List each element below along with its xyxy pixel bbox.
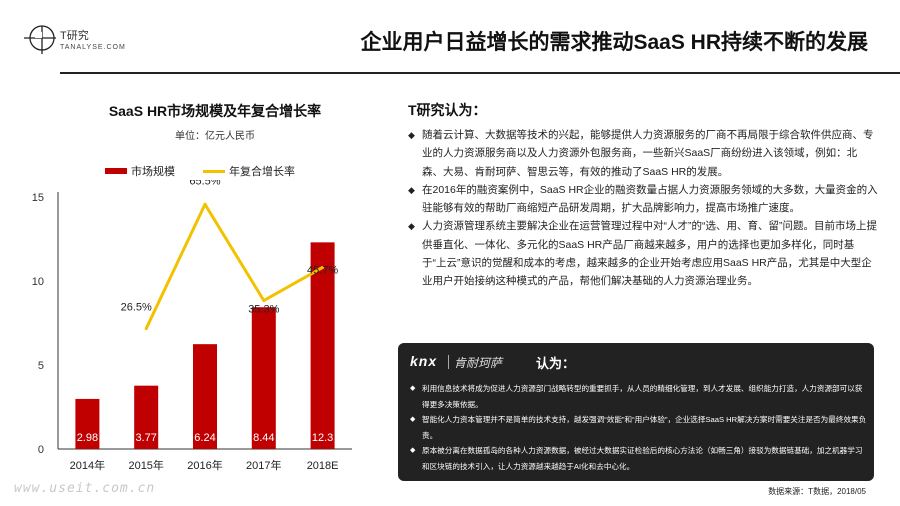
growth-value-label: 45.7% xyxy=(307,264,338,276)
analysis-point: 人力资源管理系统主要解决企业在运营管理过程中对“人才”的“选、用、育、留”问题。… xyxy=(408,217,878,290)
legend-swatch-bar xyxy=(105,168,127,174)
analysis-point: 随着云计算、大数据等技术的兴起，能够提供人力资源服务的厂商不再局限于综合软件供应… xyxy=(408,126,878,181)
analysis-point: 在2016年的融资案例中，SaaS HR企业的融资数量占据人力资源服务领域的大多… xyxy=(408,181,878,218)
growth-value-label: 35.3% xyxy=(248,304,279,316)
bar xyxy=(134,385,159,449)
y-tick-label: 0 xyxy=(38,444,44,456)
x-tick-label: 2018E xyxy=(307,460,339,472)
analysis-list: 随着云计算、大数据等技术的兴起，能够提供人力资源服务的厂商不再局限于综合软件供应… xyxy=(408,126,878,291)
bar-value-label: 6.24 xyxy=(194,432,215,444)
bar xyxy=(310,242,335,449)
bar xyxy=(251,307,276,449)
x-tick-label: 2014年 xyxy=(70,458,105,472)
knx-point: 原本被分离在数据孤岛的各种人力资源数据，被经过大数据实证检验后的核心方法论（如畅… xyxy=(410,443,868,474)
knx-opinion-box: knx 肯耐珂萨 认为： 利用信息技术将成为促进人力资源部门战略转型的重要抓手，… xyxy=(398,343,874,481)
x-tick-label: 2016年 xyxy=(187,458,222,472)
chart-title: SaaS HR市场规模及年复合增长率 xyxy=(108,103,322,119)
analysis-heading: T研究认为： xyxy=(408,102,487,118)
growth-value-label: 26.5% xyxy=(121,302,152,314)
bar-value-label: 3.77 xyxy=(135,432,156,444)
growth-point xyxy=(144,327,148,331)
legend-label-line: 年复合增长率 xyxy=(229,166,295,178)
bar xyxy=(75,398,100,449)
knx-list: 利用信息技术将成为促进人力资源部门战略转型的重要抓手，从人员的精细化管理，到人才… xyxy=(410,381,868,474)
bar-value-label: 8.44 xyxy=(253,432,274,444)
y-tick-label: 5 xyxy=(38,360,44,372)
x-tick-label: 2015年 xyxy=(128,458,163,472)
growth-value-label: 65.5% xyxy=(189,180,220,187)
growth-line xyxy=(144,202,324,330)
x-tick-label: 2017年 xyxy=(246,458,281,472)
knx-heading: 认为： xyxy=(536,356,576,371)
bar-value-label: 2.98 xyxy=(77,432,98,444)
watermark: www.useit.com.cn xyxy=(14,481,156,496)
y-tick-label: 10 xyxy=(32,276,44,288)
legend-swatch-line xyxy=(203,169,225,173)
chart-legend: 市场规模 年复合增长率 xyxy=(105,163,295,179)
knx-point: 利用信息技术将成为促进人力资源部门战略转型的重要抓手，从人员的精细化管理，到人才… xyxy=(410,381,868,412)
logo-text: T研究 xyxy=(60,30,89,42)
chart-plot: 0 5 10 15 2.98 2014年 3.77 2015年 6.24 2016年 8.44 201… xyxy=(32,180,352,472)
bar-value-label: 12.3 xyxy=(312,432,333,444)
header-divider xyxy=(60,72,900,74)
data-source: 数据来源：T数据，2018/05 xyxy=(768,487,866,496)
logo-subtitle: TANALYSE.COM xyxy=(60,44,126,51)
knx-point: 智能化人力资本管理并不是简单的技术支持，越发强调“效能”和“用户体验”，企业选择… xyxy=(410,412,868,443)
knx-logo-cn: 肯耐珂萨 xyxy=(454,356,503,370)
growth-point xyxy=(321,265,325,269)
knx-logo-divider xyxy=(448,355,449,369)
growth-point xyxy=(203,202,207,206)
page-title: 企业用户日益增长的需求推动SaaS HR持续不断的发展 xyxy=(360,31,868,54)
y-tick-label: 15 xyxy=(32,192,44,204)
knx-logo: knx xyxy=(410,353,438,369)
legend-label-bar: 市场规模 xyxy=(131,166,175,178)
bar xyxy=(193,344,217,449)
tanalyse-logo-icon xyxy=(24,25,56,54)
growth-point xyxy=(262,299,266,303)
chart-unit: 单位：亿元人民币 xyxy=(175,131,255,142)
